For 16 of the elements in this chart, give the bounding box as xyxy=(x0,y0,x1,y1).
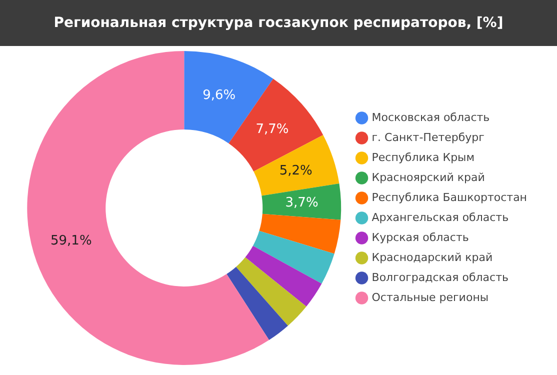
data-label: 59,1% xyxy=(50,234,92,249)
legend-label: Краснодарский край xyxy=(372,250,493,264)
legend-label: Московская область xyxy=(372,110,490,124)
data-label: 7,7% xyxy=(256,122,289,138)
data-label: 3,7% xyxy=(285,196,318,211)
legend-label: Республика Крым xyxy=(372,150,475,164)
chart-title: Региональная структура госзакупок респираторов, [%] xyxy=(0,0,557,46)
data-label: 5,2% xyxy=(279,163,312,178)
legend-label: Остальные регионы xyxy=(372,290,489,304)
legend-label: г. Санкт-Петербург xyxy=(372,130,485,144)
data-label: 9,6% xyxy=(202,88,236,103)
legend-label: Красноярский край xyxy=(372,170,485,184)
legend-label: Архангельская область xyxy=(372,210,509,224)
legend-label: Республика Башкортостан xyxy=(372,190,528,204)
legend-label: Курская область xyxy=(372,230,469,244)
legend-label: Волгоградская область xyxy=(372,270,508,284)
